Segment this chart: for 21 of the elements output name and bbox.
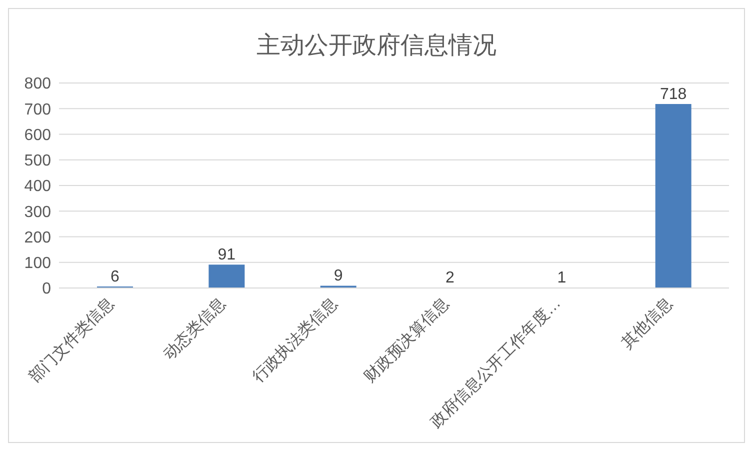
y-tick-label: 600 <box>24 126 52 144</box>
bar <box>655 104 692 288</box>
data-label: 2 <box>446 269 455 286</box>
data-label: 91 <box>218 246 236 264</box>
y-tick-label: 400 <box>24 178 52 196</box>
x-tick-label: 财政预决算信息 <box>360 294 453 386</box>
y-tick-label: 200 <box>24 229 52 246</box>
y-tick-label: 700 <box>24 101 52 118</box>
y-tick-label: 100 <box>24 255 52 272</box>
y-tick-label: 800 <box>24 76 52 93</box>
data-label: 1 <box>557 270 566 287</box>
bar <box>208 264 245 288</box>
data-label: 6 <box>110 268 120 286</box>
chart-title: 主动公开政府信息情况 <box>256 31 498 61</box>
data-label: 718 <box>660 86 687 104</box>
y-tick-label: 300 <box>24 204 52 221</box>
x-tick-label: 其他信息 <box>618 294 676 352</box>
x-tick-label: 行政执法类信息 <box>249 294 341 386</box>
x-tick-label: 动态类信息 <box>160 294 230 364</box>
y-tick-label: 500 <box>24 152 52 170</box>
data-label: 9 <box>334 268 343 285</box>
